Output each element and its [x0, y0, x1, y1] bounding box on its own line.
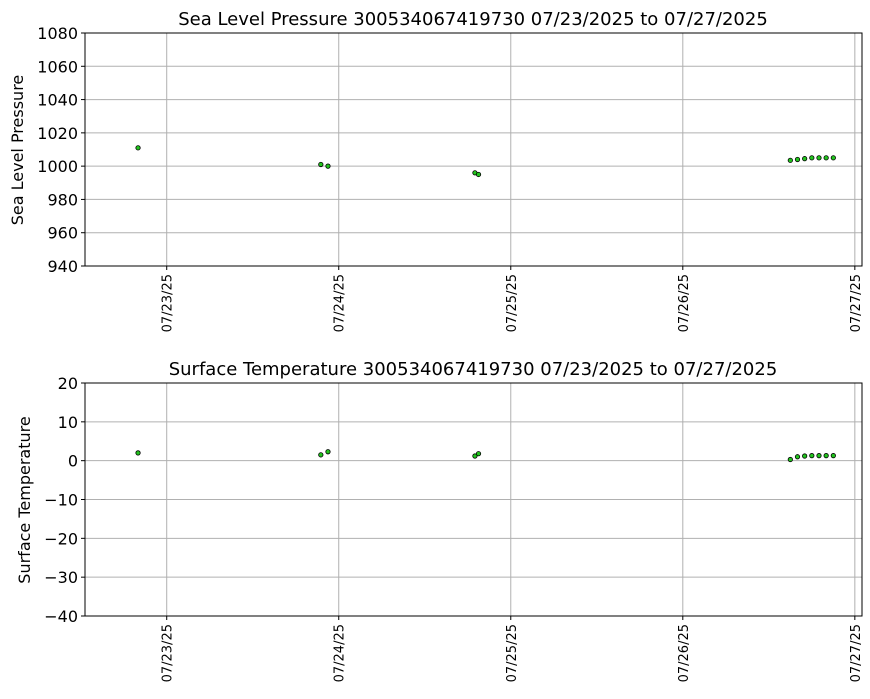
data-point: [830, 453, 836, 459]
x-tick-label: 07/23/25: [161, 624, 176, 682]
data-point: [475, 171, 482, 178]
x-tick-label: 07/26/25: [677, 624, 692, 682]
y-tick-label: 20: [58, 374, 78, 393]
data-point: [318, 452, 324, 458]
data-point: [823, 155, 829, 161]
data-point: [816, 155, 822, 161]
y-tick-label: 1060: [37, 57, 78, 76]
data-point: [830, 155, 836, 161]
data-points: [135, 145, 836, 178]
y-tick-label: 1040: [37, 91, 78, 110]
x-tick-label: 07/24/25: [333, 274, 348, 332]
y-axis-label: Surface Temperature: [15, 416, 34, 583]
data-point: [809, 155, 815, 161]
y-tick-label: −30: [44, 568, 78, 587]
data-point: [318, 161, 324, 168]
sea-level-pressure-panel: 940 960 980 1000 1020 1040 1060 1080 07/23/25 07/…: [8, 9, 864, 332]
y-tick-label: −40: [44, 607, 78, 626]
y-tick-label: 0: [68, 452, 78, 471]
y-tick-label: 960: [47, 224, 78, 243]
x-tick-label: 07/26/25: [677, 274, 692, 332]
x-tick-label: 07/24/25: [333, 624, 348, 682]
data-point: [802, 156, 808, 162]
data-point: [475, 451, 482, 457]
data-point: [802, 453, 808, 459]
data-points: [135, 449, 836, 463]
chart-title: Sea Level Pressure 300534067419730 07/23…: [178, 9, 768, 30]
x-tick-label: 07/27/25: [849, 274, 864, 332]
y-tick-label: 1000: [37, 157, 78, 176]
y-tick-label: −20: [44, 529, 78, 548]
x-tick-label: 07/23/25: [161, 274, 176, 332]
data-point: [325, 163, 331, 169]
y-tick-label: 1080: [37, 24, 78, 43]
x-tick-label: 07/25/25: [505, 624, 520, 682]
data-point: [787, 456, 793, 463]
y-tick-label: 10: [58, 413, 78, 432]
axis-ticks: 940 960 980 1000 1020 1040 1060 1080 07/23/25 07/…: [37, 24, 864, 332]
data-point: [472, 453, 478, 459]
y-tick-label: −10: [44, 491, 78, 510]
axis-ticks: −40 −30 −20 −10 0 10 20 07/23/25 07/24/25 07/25/2…: [44, 374, 864, 682]
surface-temperature-panel: −40 −30 −20 −10 0 10 20 07/23/25 07/24/25 07/25/2…: [15, 359, 864, 682]
y-axis-label: Sea Level Pressure: [8, 75, 27, 226]
data-point: [816, 453, 822, 459]
chart-title: Surface Temperature 300534067419730 07/2…: [169, 359, 778, 380]
data-point: [135, 450, 141, 456]
data-point: [787, 157, 793, 163]
y-tick-label: 1020: [37, 124, 78, 143]
grid-lines: [85, 32, 862, 267]
x-tick-label: 07/25/25: [505, 274, 520, 332]
data-point: [794, 454, 801, 460]
data-point: [325, 449, 331, 455]
data-point: [135, 145, 141, 151]
x-tick-label: 07/27/25: [849, 624, 864, 682]
y-tick-label: 940: [47, 257, 78, 276]
y-tick-label: 980: [47, 190, 78, 209]
data-point: [809, 453, 815, 459]
data-point: [794, 156, 801, 163]
plot-frame: [84, 32, 863, 267]
data-point: [823, 453, 829, 459]
